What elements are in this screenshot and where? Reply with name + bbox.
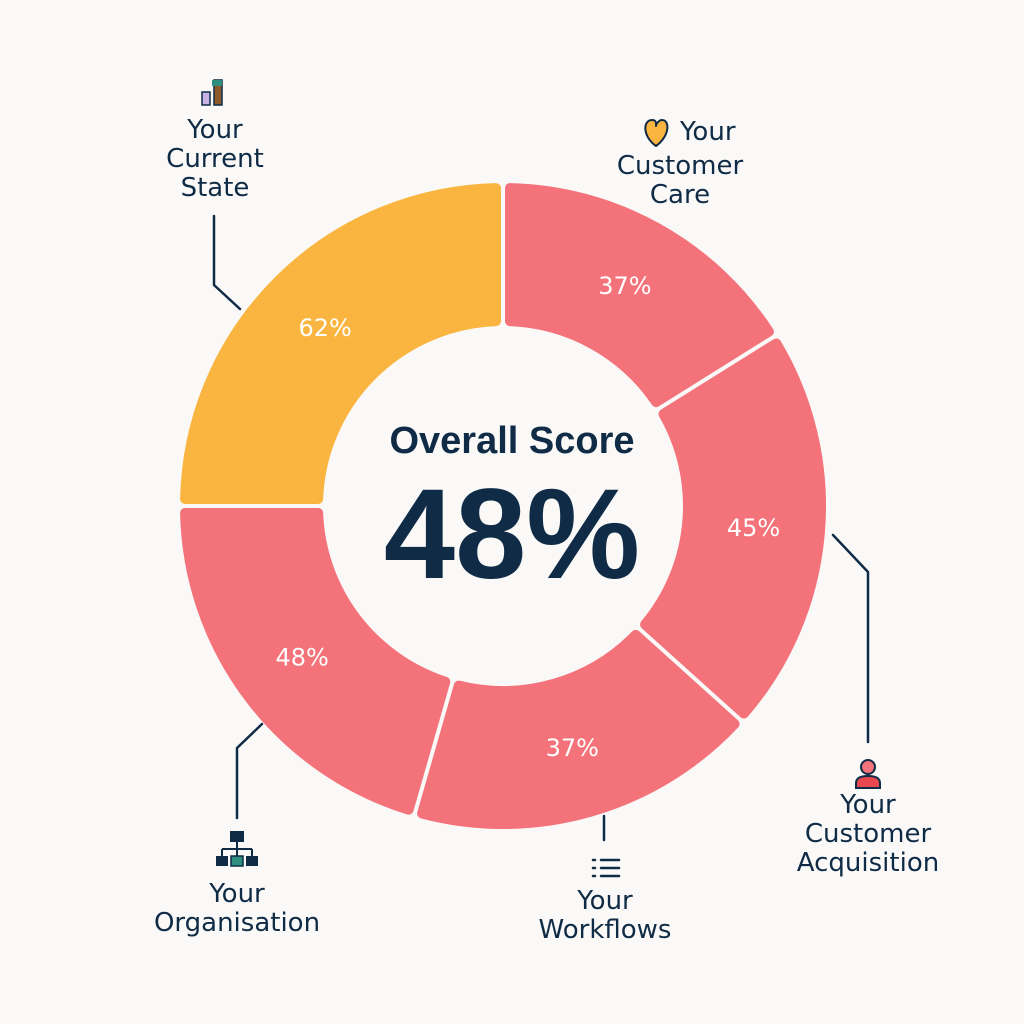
label-current-state: Your Current State xyxy=(166,115,264,203)
list-icon xyxy=(591,858,621,878)
person-icon xyxy=(855,759,881,789)
label-workflows: Your Workflows xyxy=(538,886,672,945)
value-label-current-state: 62% xyxy=(298,314,351,342)
connector-current-state xyxy=(212,214,242,311)
label-customer-acquisition: Your Customer Acquisition xyxy=(796,790,940,878)
overall-score-title: Overall Score xyxy=(389,420,635,462)
label-organisation: Your Organisation xyxy=(153,879,321,938)
segment-customer-acquisition xyxy=(640,338,826,719)
label-customer-care: Customer Care xyxy=(616,151,744,210)
value-label-customer-acquisition: 45% xyxy=(727,514,780,542)
bar-chart-icon xyxy=(201,79,223,106)
segment-organisation xyxy=(180,507,451,815)
value-label-workflows: 37% xyxy=(546,734,599,762)
segment-customer-care xyxy=(504,183,774,408)
value-label-customer-care: 37% xyxy=(598,272,651,300)
org-chart-icon xyxy=(216,831,258,867)
connector-organisation xyxy=(235,722,264,820)
segment-workflows xyxy=(417,629,740,829)
connector-customer-acquisition xyxy=(831,533,870,744)
heart-icon xyxy=(644,119,669,147)
overall-score-value: 48% xyxy=(383,463,641,606)
value-label-organisation: 48% xyxy=(275,643,328,671)
segment-current-state xyxy=(180,183,502,505)
label-customer-care-first: Your xyxy=(680,117,736,147)
